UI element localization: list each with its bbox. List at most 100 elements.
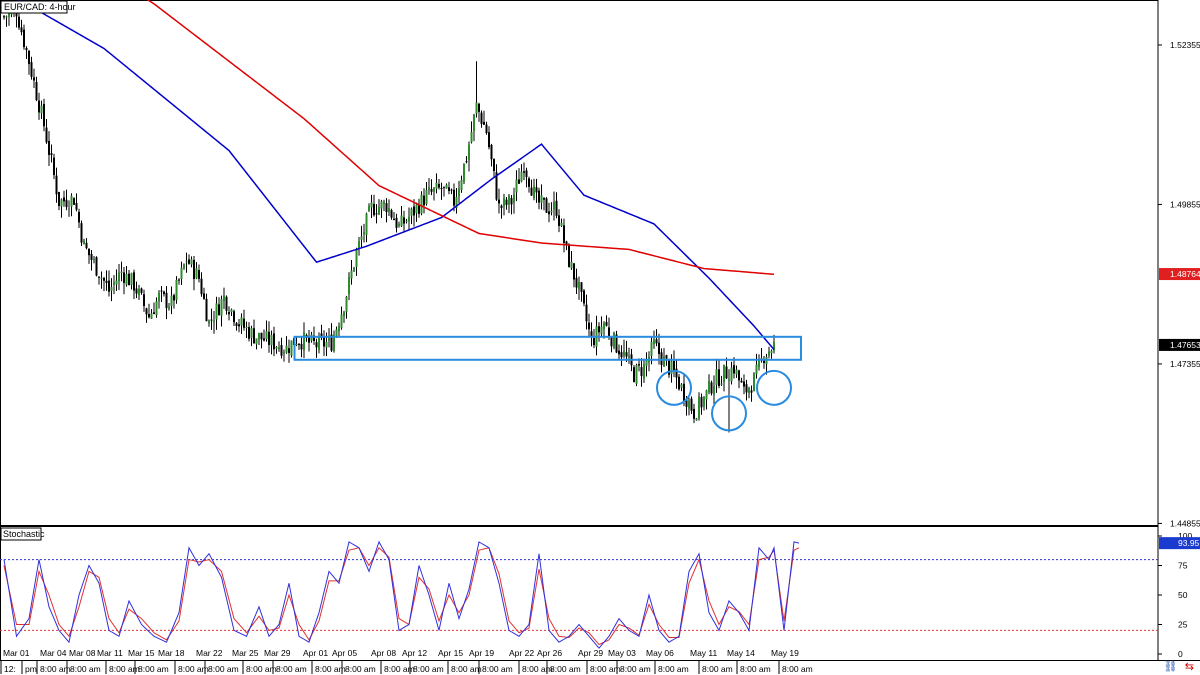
candle-body [403, 217, 405, 224]
candle-body [250, 328, 253, 338]
candle-body [220, 299, 223, 316]
candle-body [468, 144, 470, 161]
candle-body [118, 272, 120, 282]
candle-body [740, 380, 743, 383]
candle-body [235, 323, 238, 326]
x-subtick-label: 8:00 am [70, 664, 101, 674]
candle-body [423, 195, 425, 206]
x-tick-label: May 19 [771, 648, 799, 658]
stochastic-axis: 100 75 50 25 0 93.95 [1158, 531, 1200, 659]
candle-body [73, 198, 75, 205]
candle-body [610, 337, 613, 347]
x-subtick-label: 8:00 am [590, 664, 621, 674]
candle-body [368, 206, 370, 212]
candle-body [635, 364, 638, 384]
candle-body [475, 102, 478, 114]
candle-body [278, 347, 280, 350]
candle-body [345, 296, 348, 312]
x-tick-label: May 06 [646, 648, 674, 658]
link-icon[interactable]: ⛓ [1163, 660, 1178, 673]
candle-body [583, 290, 585, 304]
stochastic-pane: Mar 01 Mar 04 Mar 08 Mar 11 Mar 15 Mar 18 Mar … [0, 526, 1159, 661]
candle-body [258, 333, 260, 340]
chart-title-text: EUR/CAD: 4-hour [4, 2, 76, 12]
candle-body [518, 179, 520, 184]
candle-body [245, 326, 248, 329]
candle-body [110, 287, 113, 291]
x-subtick-label: 8:00 am [384, 664, 415, 674]
candle-body [240, 317, 243, 326]
candle-body [45, 127, 48, 143]
arrow-icon[interactable]: ⇆ [1184, 660, 1194, 673]
candle-body [470, 131, 473, 143]
candle-body [75, 203, 78, 210]
candle-body [760, 358, 763, 360]
candle-body [613, 332, 615, 348]
candle-body [283, 352, 285, 354]
time-axis: 12: pm 8:00 am 8:00 am 8:00 am8:00 am 8:00 am… [0, 660, 1200, 674]
candle-body [70, 195, 73, 207]
x-subtick-label: 8:00 am [208, 664, 239, 674]
candle-body [585, 304, 588, 322]
candle-body [495, 172, 498, 200]
candle-body [168, 306, 170, 309]
stochastic-tag-label: 93.95 [1178, 538, 1200, 548]
candle-body [705, 390, 708, 400]
candle-body [128, 273, 130, 286]
candle-body [158, 292, 160, 302]
candle-body [373, 203, 375, 216]
x-subtick-label: 8:00 am [482, 664, 513, 674]
candle-body [450, 189, 453, 191]
candle-body [300, 343, 303, 350]
candle-body [440, 188, 443, 190]
candle-body [428, 187, 430, 190]
candle-body [343, 311, 345, 317]
candle-body [683, 383, 685, 402]
candle-body [298, 344, 300, 346]
candle-body [488, 132, 490, 148]
x-tick-label: Mar 04 [40, 648, 67, 658]
candle-body [465, 161, 468, 163]
x-subtick-label: 8:00 am [40, 664, 71, 674]
candle-body [578, 282, 580, 290]
candle-body [183, 264, 185, 269]
candle-body [728, 379, 730, 381]
candle-body [315, 342, 318, 348]
candle-body [430, 188, 433, 192]
stochastic-tick-label: 50 [1178, 590, 1188, 600]
candle-body [105, 280, 108, 284]
candle-body [745, 384, 748, 393]
x-tick-label: Apr 29 [578, 648, 603, 658]
x-tick-label: Apr 08 [371, 648, 396, 658]
candle-body [670, 361, 673, 375]
stochastic-tick-label: 0 [1178, 649, 1183, 659]
x-subtick-label: 8:00 am [620, 664, 651, 674]
candle-body [560, 222, 563, 227]
candle-body [688, 400, 690, 409]
candle-body [123, 272, 125, 283]
candle-body [515, 179, 518, 193]
candle-body [93, 259, 95, 261]
candle-body [425, 189, 428, 205]
candle-body [135, 288, 138, 294]
candle-body [548, 211, 550, 215]
candle-body [363, 232, 365, 235]
candle-body [693, 408, 695, 419]
candle-body [520, 171, 523, 182]
x-tick-label: Apr 05 [332, 648, 357, 658]
price-tick-label: 1.44855 [1170, 518, 1200, 528]
x-subtick-label: 8:00 am [345, 664, 376, 674]
candle-body [528, 178, 530, 187]
candle-body [103, 278, 105, 281]
candle-body [678, 376, 680, 390]
candle-body [603, 323, 605, 330]
candle-body [330, 334, 333, 351]
candle-body [638, 364, 640, 366]
candle-body [600, 326, 603, 335]
candle-body [230, 309, 233, 312]
candle-body [455, 196, 458, 208]
candle-body [673, 360, 675, 371]
candle-body [253, 328, 255, 344]
candle-body [90, 253, 93, 260]
